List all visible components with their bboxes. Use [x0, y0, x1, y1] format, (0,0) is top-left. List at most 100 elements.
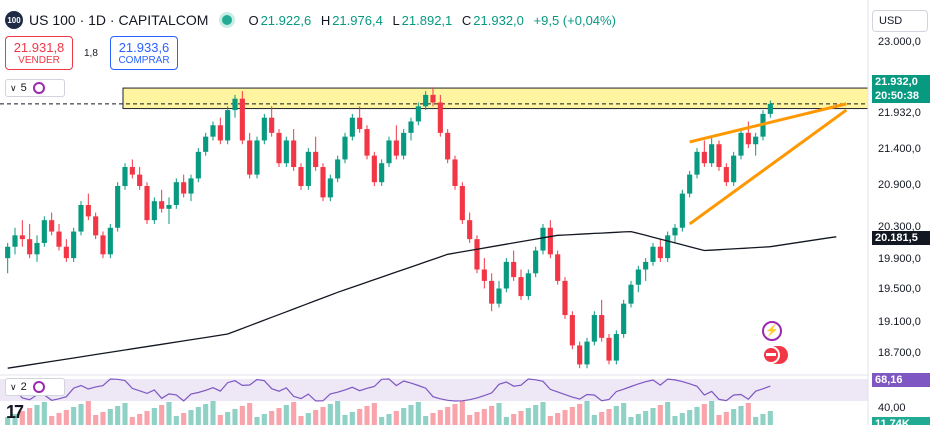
- candle-body: [342, 136, 348, 160]
- candle-body: [232, 98, 238, 111]
- volume-bar: [511, 414, 517, 425]
- candle-body: [716, 144, 722, 168]
- candle-body: [195, 151, 201, 179]
- candle: [437, 94, 443, 137]
- candle-body: [371, 155, 377, 183]
- volume-bar: [613, 406, 619, 425]
- volume-bar: [701, 404, 707, 425]
- candle: [327, 174, 333, 202]
- candle: [217, 117, 223, 145]
- sync-icon[interactable]: [32, 381, 45, 393]
- volume-bar: [151, 408, 157, 425]
- volume-bar: [628, 417, 634, 425]
- candle: [195, 148, 201, 183]
- candle-body: [27, 239, 33, 255]
- candle-body: [115, 186, 121, 228]
- sub-indicators-toggle[interactable]: ∨ 2: [5, 378, 65, 396]
- volume-bar: [232, 409, 238, 425]
- candle-body: [305, 151, 311, 186]
- volume-bar: [665, 402, 671, 425]
- candle: [210, 121, 216, 141]
- last-price-tag: 21.932,0: [872, 75, 930, 89]
- volume-bar: [34, 405, 40, 425]
- lightning-icon[interactable]: ⚡: [762, 321, 782, 341]
- volume-bar: [107, 409, 113, 425]
- candle-body: [474, 239, 480, 270]
- volume-bar: [195, 407, 201, 425]
- symbol-title[interactable]: US 100 · 1D · CAPITALCOM: [29, 12, 209, 28]
- volume-bar: [650, 408, 656, 425]
- price-tick: 18.700,0: [878, 347, 921, 359]
- moving-average-line: [7, 230, 837, 369]
- candle: [78, 201, 84, 236]
- candle-body: [181, 182, 187, 194]
- volume-bar: [503, 417, 509, 425]
- volume-bar: [78, 404, 84, 425]
- candle: [313, 136, 319, 171]
- price-tick: 23.000,0: [878, 36, 921, 48]
- candle-body: [93, 216, 99, 236]
- candle-body: [489, 280, 495, 304]
- close-value: 21.932,0: [473, 12, 524, 28]
- candle: [731, 151, 737, 186]
- volume-bar: [276, 408, 282, 425]
- candle-body: [188, 178, 194, 194]
- volume-bar: [467, 415, 473, 425]
- volume-bar: [767, 411, 773, 425]
- candle: [63, 239, 69, 262]
- sell-button[interactable]: 21.931,8 VENDER: [5, 36, 73, 70]
- candle-body: [239, 98, 245, 141]
- tradingview-logo[interactable]: 17: [6, 402, 24, 422]
- candle-body: [753, 136, 759, 145]
- volume-bar: [254, 417, 260, 425]
- buy-button[interactable]: 21.933,6 COMPRAR: [110, 36, 178, 70]
- currency-selector[interactable]: USD: [872, 10, 928, 32]
- volume-bar: [63, 410, 69, 425]
- candle: [635, 265, 641, 293]
- candle: [144, 182, 150, 224]
- sync-icon[interactable]: [32, 82, 45, 94]
- volume-bar: [437, 410, 443, 425]
- candle-body: [503, 261, 509, 289]
- rsi-tick: 40,00: [878, 402, 906, 414]
- us-flag-events-icon[interactable]: [762, 346, 780, 364]
- candle: [687, 170, 693, 198]
- volume-bar: [5, 417, 11, 425]
- volume-bar: [93, 415, 99, 425]
- candle-body: [430, 94, 436, 103]
- volume-bar: [716, 415, 722, 425]
- volume-bar: [247, 403, 253, 425]
- open-label: O: [248, 12, 259, 28]
- candle-body: [591, 315, 597, 342]
- close-label: C: [461, 12, 472, 28]
- candle-body: [349, 117, 355, 137]
- volume-bar: [481, 409, 487, 425]
- volume-bar: [408, 405, 414, 425]
- candle-body: [393, 140, 399, 156]
- volume-bar: [225, 412, 231, 425]
- candle-body: [518, 277, 524, 297]
- candle: [401, 129, 407, 160]
- candle: [203, 132, 209, 156]
- candle: [239, 91, 245, 145]
- candle: [71, 227, 77, 262]
- candle: [261, 113, 267, 145]
- open-value: 21.922,6: [260, 12, 312, 28]
- volume-bar: [606, 409, 612, 425]
- main-indicators-toggle[interactable]: ∨ 5: [5, 79, 65, 97]
- candle: [247, 132, 253, 179]
- volume-bar: [423, 416, 429, 425]
- volume-bar: [313, 410, 319, 425]
- candle-body: [320, 167, 326, 198]
- symbol-logo[interactable]: 100: [5, 11, 23, 29]
- volume-bar: [129, 417, 135, 425]
- candle: [254, 136, 260, 179]
- candle: [657, 239, 663, 262]
- volume-bar: [635, 414, 641, 425]
- volume-bar: [239, 406, 245, 425]
- volume-bar: [452, 404, 458, 425]
- candle: [364, 125, 370, 160]
- candle-body: [613, 334, 619, 361]
- candle-body: [12, 235, 18, 247]
